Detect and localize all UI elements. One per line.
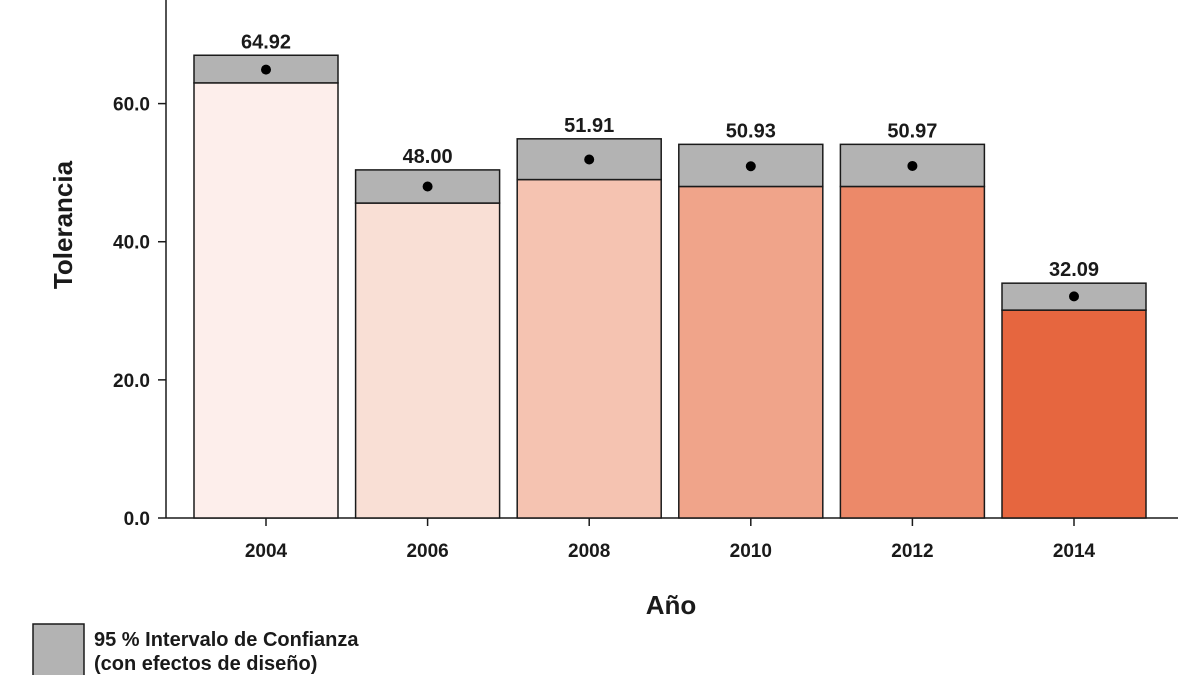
legend-label-line1: 95 % Intervalo de Confianza bbox=[94, 629, 359, 651]
data-label: 48.00 bbox=[403, 146, 453, 168]
ci-band bbox=[1001, 282, 1147, 311]
x-tick-label: 2010 bbox=[730, 541, 772, 562]
x-axis-title: Año bbox=[646, 590, 697, 620]
x-tick-label: 2004 bbox=[245, 541, 288, 562]
point-estimate bbox=[907, 160, 918, 171]
y-tick-label: 20.0 bbox=[113, 371, 150, 392]
data-label: 50.97 bbox=[887, 120, 937, 142]
point-estimate bbox=[745, 161, 756, 172]
bar bbox=[516, 178, 662, 519]
legend: 95 % Intervalo de Confianza (con efectos… bbox=[32, 623, 359, 675]
point-estimate bbox=[261, 64, 271, 75]
plot-area: 0.0 20.0 40.0 60.0 64.92 2004 48.00 2006 51.91 20… bbox=[113, 0, 1178, 562]
data-label: 50.93 bbox=[726, 120, 776, 142]
y-tick-label: 40.0 bbox=[113, 233, 150, 254]
y-tick-label: 0.0 bbox=[124, 509, 150, 530]
legend-ci-swatch bbox=[32, 623, 85, 675]
x-tick-label: 2014 bbox=[1053, 541, 1096, 562]
data-label: 32.09 bbox=[1049, 259, 1099, 281]
y-axis-title: Tolerancia bbox=[48, 160, 78, 289]
point-estimate bbox=[422, 181, 433, 192]
data-label: 51.91 bbox=[564, 115, 614, 137]
point-estimate bbox=[584, 154, 595, 165]
ci-band bbox=[193, 54, 339, 84]
x-tick-label: 2008 bbox=[568, 541, 610, 562]
point-estimate bbox=[1069, 291, 1079, 302]
x-tick-label: 2012 bbox=[891, 541, 933, 562]
x-tick-label: 2006 bbox=[406, 541, 448, 562]
bar bbox=[193, 82, 339, 519]
bar bbox=[354, 202, 501, 519]
bar bbox=[839, 185, 986, 519]
bar bbox=[1001, 309, 1147, 519]
y-tick-label: 60.0 bbox=[113, 95, 150, 116]
bar bbox=[678, 185, 824, 519]
data-label: 64.92 bbox=[241, 31, 291, 53]
legend-label-line2: (con efectos de diseño) bbox=[94, 653, 317, 675]
